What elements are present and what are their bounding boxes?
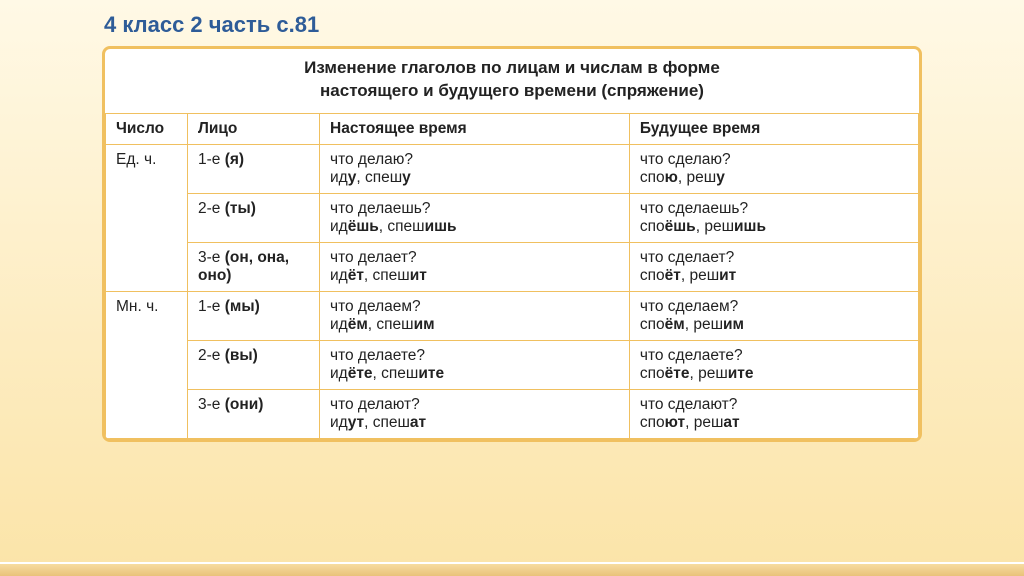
table-header-row: Число Лицо Настоящее время Будущее время [106,113,919,144]
question-text: что делаю? [330,151,619,169]
person-cell: 3-е (они) [188,389,320,438]
example-text: идём, спешим [330,316,619,334]
caption-line-2: настоящего и будущего времени (спряжение… [320,81,704,100]
example-text: идёшь, спешишь [330,218,619,236]
table-caption: Изменение глаголов по лицам и числам в ф… [105,49,919,113]
person-cell: 1-е (я) [188,144,320,193]
question-text: что делаем? [330,298,619,316]
example-text: споют, решат [640,414,908,432]
present-cell: что делаю?иду, спешу [320,144,630,193]
question-text: что сделают? [640,396,908,414]
present-cell: что делает?идёт, спешит [320,242,630,291]
person-cell: 2-е (ты) [188,193,320,242]
future-cell: что сделаете?споёте, решите [629,340,918,389]
example-text: идёте, спешите [330,365,619,383]
example-text: идут, спешат [330,414,619,432]
col-header-person: Лицо [188,113,320,144]
table-row: Мн. ч.1-е (мы)что делаем?идём, спешимчто… [106,291,919,340]
future-cell: что сделают?споют, решат [629,389,918,438]
question-text: что делаете? [330,347,619,365]
example-text: иду, спешу [330,169,619,187]
col-header-present: Настоящее время [320,113,630,144]
question-text: что сделаю? [640,151,908,169]
table-row: 3-е (он, она, оно)что делает?идёт, спеши… [106,242,919,291]
example-text: споём, решим [640,316,908,334]
future-cell: что сделаю?спою, решу [629,144,918,193]
present-cell: что делаете?идёте, спешите [320,340,630,389]
number-cell: Мн. ч. [106,291,188,438]
question-text: что сделает? [640,249,908,267]
present-cell: что делают?идут, спешат [320,389,630,438]
example-text: споёт, решит [640,267,908,285]
example-text: спою, решу [640,169,908,187]
person-cell: 2-е (вы) [188,340,320,389]
caption-line-1: Изменение глаголов по лицам и числам в ф… [304,58,720,77]
conjugation-table: Число Лицо Настоящее время Будущее время… [105,113,919,439]
question-text: что сделаете? [640,347,908,365]
example-text: споёшь, решишь [640,218,908,236]
person-cell: 3-е (он, она, оно) [188,242,320,291]
future-cell: что сделаем?споём, решим [629,291,918,340]
table-row: 3-е (они)что делают?идут, спешатчто сдел… [106,389,919,438]
page-title: 4 класс 2 часть с.81 [0,0,1024,46]
question-text: что делает? [330,249,619,267]
future-cell: что сделает?споёт, решит [629,242,918,291]
table-row: 2-е (ты)что делаешь?идёшь, спешишьчто сд… [106,193,919,242]
example-text: споёте, решите [640,365,908,383]
person-cell: 1-е (мы) [188,291,320,340]
number-cell: Ед. ч. [106,144,188,291]
present-cell: что делаем?идём, спешим [320,291,630,340]
question-text: что сделаем? [640,298,908,316]
example-text: идёт, спешит [330,267,619,285]
conjugation-table-container: Изменение глаголов по лицам и числам в ф… [102,46,922,442]
table-row: 2-е (вы)что делаете?идёте, спешитечто сд… [106,340,919,389]
question-text: что делают? [330,396,619,414]
question-text: что сделаешь? [640,200,908,218]
footer-decoration [0,562,1024,576]
future-cell: что сделаешь?споёшь, решишь [629,193,918,242]
col-header-future: Будущее время [629,113,918,144]
question-text: что делаешь? [330,200,619,218]
col-header-number: Число [106,113,188,144]
present-cell: что делаешь?идёшь, спешишь [320,193,630,242]
table-row: Ед. ч.1-е (я)что делаю?иду, спешучто сде… [106,144,919,193]
